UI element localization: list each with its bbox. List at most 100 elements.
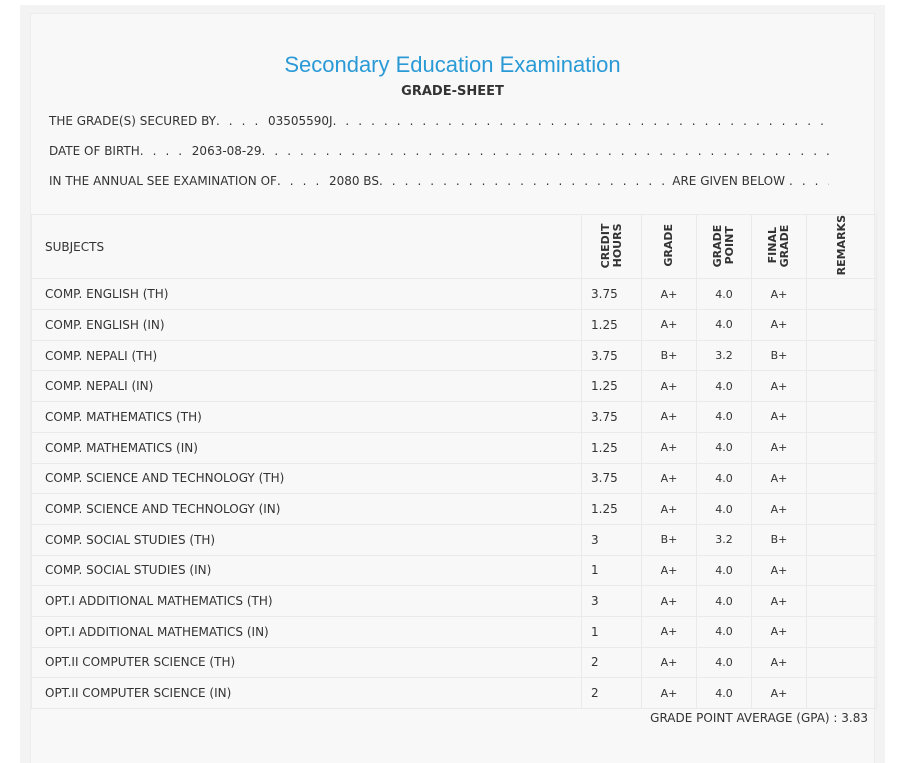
cell: 4.0: [696, 615, 752, 648]
sheet-background: Secondary Education Examination GRADE-SH…: [20, 5, 885, 763]
cell: 4.0: [696, 554, 752, 587]
info-label: THE GRADE(S) SECURED BY: [49, 114, 216, 128]
cell: A+: [751, 615, 807, 648]
cell: 1.25: [581, 431, 642, 464]
cell: A+: [751, 462, 807, 495]
gpa: GRADE POINT AVERAGE (GPA) : 3.83: [650, 711, 868, 725]
cell: A+: [751, 309, 807, 341]
info-value: 2063-08-29: [191, 144, 262, 158]
grade-sheet: Secondary Education Examination GRADE-SH…: [30, 13, 877, 763]
column-header: SUBJECTS: [31, 213, 582, 280]
leader: [277, 174, 329, 188]
cell: 3.75: [581, 339, 642, 372]
cell: A+: [641, 585, 697, 617]
info-line: DATE OF BIRTH 2063-08-29: [49, 144, 829, 162]
empty-cell: [806, 278, 877, 311]
leader: [262, 144, 829, 158]
subject: COMP. NEPALI (TH): [31, 339, 582, 372]
cell: 4.0: [696, 431, 752, 464]
subject: OPT.II COMPUTER SCIENCE (IN): [31, 677, 582, 709]
subject: COMP. SOCIAL STUDIES (IN): [31, 554, 582, 587]
leader: [140, 144, 192, 158]
table-row: COMP. ENGLISH (TH) 3.75 A+ 4.0 A+: [31, 278, 877, 311]
cell: A+: [641, 677, 697, 709]
table-row: OPT.I ADDITIONAL MATHEMATICS (IN) 1 A+ 4.0 A…: [31, 615, 877, 648]
empty-cell: [806, 309, 877, 341]
column-header: CREDIT HOURS: [598, 222, 624, 268]
table-row: COMP. ENGLISH (IN) 1.25 A+ 4.0 A+: [31, 309, 877, 341]
gpa-value: 3.83: [841, 711, 868, 725]
cell: A+: [641, 646, 697, 679]
cell: 4.0: [696, 462, 752, 495]
info-label: DATE OF BIRTH: [49, 144, 140, 158]
cell: 4.0: [696, 646, 752, 679]
empty-cell: [806, 370, 877, 403]
empty-cell: [806, 554, 877, 587]
cell: A+: [751, 585, 807, 617]
empty-cell: [806, 493, 877, 525]
cell: 3: [581, 523, 642, 556]
subject: COMP. NEPALI (IN): [31, 370, 582, 403]
column-header-cell: FINAL GRADE: [751, 213, 807, 280]
empty-cell: [806, 615, 877, 648]
cell: 3.75: [581, 462, 642, 495]
empty-cell: [806, 339, 877, 372]
empty-cell: [806, 646, 877, 679]
cell: A+: [641, 493, 697, 525]
table-row: COMP. MATHEMATICS (IN) 1.25 A+ 4.0 A+: [31, 431, 877, 464]
cell: A+: [641, 462, 697, 495]
cell: A+: [641, 309, 697, 341]
cell: 4.0: [696, 585, 752, 617]
cell: 4.0: [696, 493, 752, 525]
cell: 4.0: [696, 370, 752, 403]
column-header-cell: GRADE: [641, 213, 697, 280]
cell: 1.25: [581, 309, 642, 341]
cell: 2: [581, 646, 642, 679]
table-row: COMP. NEPALI (TH) 3.75 B+ 3.2 B+: [31, 339, 877, 372]
empty-cell: [806, 401, 877, 433]
leader: [379, 174, 672, 188]
column-header: FINAL GRADE: [766, 223, 791, 267]
cell: 3.2: [696, 339, 752, 372]
table-row: COMP. MATHEMATICS (TH) 3.75 A+ 4.0 A+: [31, 401, 877, 433]
subject: OPT.I ADDITIONAL MATHEMATICS (IN): [31, 615, 582, 648]
subtitle: GRADE-SHEET: [401, 84, 504, 99]
table-row: COMP. SOCIAL STUDIES (IN) 1 A+ 4.0 A+: [31, 554, 877, 587]
cell: 1: [581, 615, 642, 648]
subject: OPT.II COMPUTER SCIENCE (TH): [31, 646, 582, 679]
cell: A+: [751, 401, 807, 433]
column-header: GRADE: [662, 223, 675, 267]
table-row: OPT.II COMPUTER SCIENCE (IN) 2 A+ 4.0 A+: [31, 677, 877, 709]
cell: 4.0: [696, 309, 752, 341]
cell: A+: [751, 370, 807, 403]
empty-cell: [806, 677, 877, 709]
cell: 2: [581, 677, 642, 709]
cell: 4.0: [696, 677, 752, 709]
cell: A+: [641, 615, 697, 648]
cell: A+: [751, 493, 807, 525]
subject: COMP. SCIENCE AND TECHNOLOGY (IN): [31, 493, 582, 525]
cell: A+: [641, 278, 697, 311]
empty-cell: [806, 585, 877, 617]
cell: A+: [641, 370, 697, 403]
cell: 4.0: [696, 278, 752, 311]
cell: A+: [751, 677, 807, 709]
info-value: 2080 BS: [328, 174, 379, 188]
table-body: COMP. ENGLISH (TH) 3.75 A+ 4.0 A+ COMP. ENGLI…: [31, 278, 877, 709]
column-header-cell: CREDIT HOURS: [581, 213, 642, 280]
cell: B+: [641, 339, 697, 372]
column-header: GRADE POINT: [711, 223, 736, 267]
subject: COMP. SCIENCE AND TECHNOLOGY (TH): [31, 462, 582, 495]
table-row: COMP. SOCIAL STUDIES (TH) 3 B+ 3.2 B+: [31, 523, 877, 556]
table-row: OPT.I ADDITIONAL MATHEMATICS (TH) 3 A+ 4.0 A…: [31, 585, 877, 617]
cell: 3.75: [581, 401, 642, 433]
gpa-label: GRADE POINT AVERAGE (GPA) :: [650, 711, 838, 725]
info-label: IN THE ANNUAL SEE EXAMINATION OF: [49, 174, 277, 188]
cell: 3.2: [696, 523, 752, 556]
cell: 4.0: [696, 401, 752, 433]
info-value: 03505590J: [267, 114, 333, 128]
table-row: OPT.II COMPUTER SCIENCE (TH) 2 A+ 4.0 A+: [31, 646, 877, 679]
cell: A+: [751, 646, 807, 679]
column-header-cell: REMARKS: [806, 213, 877, 280]
leader: [216, 114, 268, 128]
